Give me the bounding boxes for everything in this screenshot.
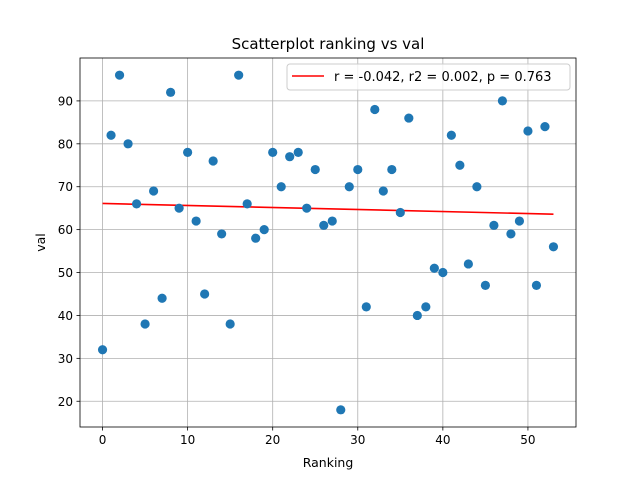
- data-point: [361, 302, 371, 312]
- data-point: [540, 122, 550, 132]
- data-point: [395, 207, 405, 218]
- data-point: [378, 186, 388, 196]
- x-tick-label: 50: [520, 433, 535, 447]
- data-point: [251, 233, 261, 243]
- x-tick-label: 40: [435, 433, 450, 447]
- data-point: [285, 152, 295, 162]
- data-point: [140, 319, 150, 329]
- data-point: [531, 280, 542, 291]
- x-axis-title: Ranking: [303, 455, 354, 470]
- data-point: [242, 199, 252, 209]
- data-point: [200, 289, 210, 299]
- data-point: [234, 70, 244, 80]
- y-tick-label: 70: [58, 180, 73, 194]
- x-tick-label: 0: [99, 433, 107, 447]
- data-point: [497, 96, 508, 106]
- data-point: [523, 126, 533, 136]
- axis-ticks: 0 10 20 30 40 50 20 30 40 50 60 70 80 90: [58, 94, 536, 447]
- data-point: [336, 405, 346, 415]
- data-point: [268, 147, 278, 157]
- data-point: [506, 229, 516, 239]
- data-point: [148, 186, 159, 196]
- legend-label: r = -0.042, r2 = 0.002, p = 0.763: [334, 70, 552, 85]
- y-tick-label: 40: [58, 309, 73, 323]
- data-point: [319, 220, 329, 230]
- data-point: [225, 319, 235, 329]
- data-point: [276, 182, 286, 192]
- data-point: [429, 263, 439, 273]
- data-point: [463, 259, 473, 269]
- data-point: [438, 267, 448, 278]
- data-point: [166, 87, 176, 97]
- y-tick-label: 90: [58, 94, 73, 108]
- data-point: [421, 302, 431, 312]
- data-point: [548, 242, 559, 252]
- data-point: [293, 147, 303, 157]
- data-point: [446, 130, 456, 140]
- legend-box: [286, 63, 571, 91]
- plot-area-frame: [79, 57, 577, 428]
- data-point: [310, 164, 320, 175]
- data-point: [455, 160, 465, 170]
- data-point: [106, 130, 116, 140]
- data-point: [327, 216, 337, 226]
- data-point: [404, 113, 414, 123]
- data-point: [217, 229, 227, 239]
- data-point: [344, 182, 354, 192]
- x-tick-label: 30: [350, 433, 365, 447]
- data-point: [514, 216, 525, 226]
- y-tick-label: 80: [58, 137, 73, 151]
- data-point: [208, 156, 218, 166]
- data-point: [489, 220, 499, 230]
- data-point: [412, 310, 422, 321]
- x-tick-label: 10: [180, 433, 195, 447]
- x-tick-label: 20: [265, 433, 280, 447]
- data-point: [353, 164, 363, 175]
- y-axis-title: val: [33, 233, 48, 252]
- data-point: [157, 293, 167, 303]
- data-point: [131, 199, 142, 209]
- data-point: [114, 70, 125, 80]
- y-tick-label: 30: [58, 352, 73, 366]
- data-point: [191, 216, 201, 226]
- data-point: [123, 139, 133, 149]
- y-tick-label: 20: [58, 395, 73, 409]
- data-point: [174, 203, 184, 213]
- legend: r = -0.042, r2 = 0.002, p = 0.763: [286, 63, 571, 91]
- data-point: [480, 280, 490, 291]
- data-point: [387, 164, 397, 175]
- data-point: [183, 147, 193, 157]
- y-tick-label: 60: [58, 223, 73, 237]
- data-point: [302, 203, 312, 213]
- data-point: [259, 225, 269, 235]
- data-point: [97, 345, 108, 355]
- y-tick-label: 50: [58, 266, 73, 280]
- data-points: [97, 70, 559, 415]
- data-point: [370, 104, 380, 115]
- data-point: [472, 182, 482, 192]
- chart-title: Scatterplot ranking vs val: [232, 35, 425, 53]
